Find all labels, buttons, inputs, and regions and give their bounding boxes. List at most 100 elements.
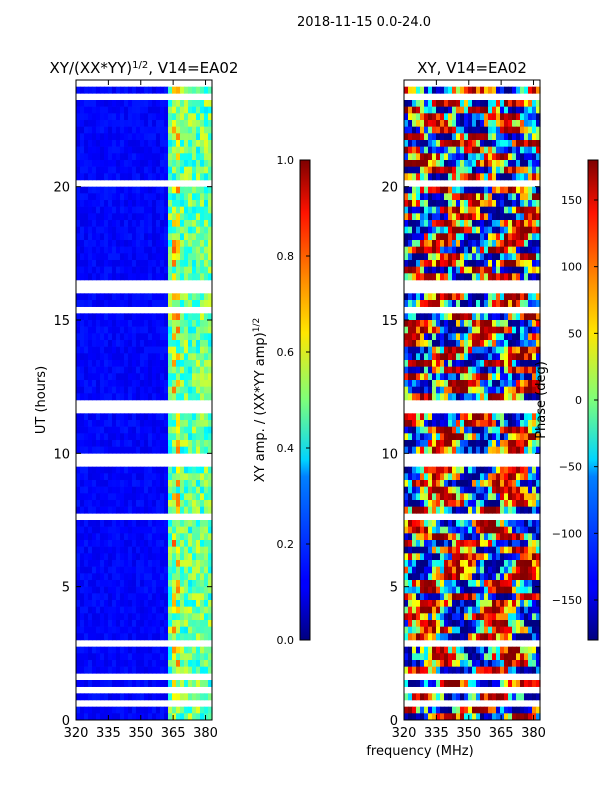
phase-cell [512, 260, 517, 267]
phase-cell [472, 326, 477, 334]
phase-cell [476, 440, 481, 447]
amplitude-cell [188, 200, 193, 207]
phase-cell [436, 100, 441, 107]
amplitude-cell [180, 153, 185, 161]
phase-cell [420, 560, 425, 567]
amplitude-cell [208, 480, 213, 487]
amplitude-cell [172, 653, 177, 661]
amplitude-cell [196, 320, 201, 327]
amplitude-cell [132, 106, 137, 114]
phase-cell [484, 446, 489, 454]
amplitude-cell [180, 693, 185, 701]
phase-cell [528, 506, 533, 514]
amplitude-cell [88, 653, 93, 661]
phase-cell [452, 213, 457, 221]
amplitude-cell [80, 146, 85, 154]
amplitude-cell [92, 540, 97, 547]
amplitude-cell [100, 220, 105, 227]
phase-cell [504, 166, 509, 174]
phase-cell [420, 86, 425, 94]
amplitude-cell [80, 346, 85, 354]
phase-cell [468, 233, 473, 241]
phase-cell [536, 200, 541, 207]
amplitude-cell [148, 613, 153, 621]
amplitude-cell [84, 426, 89, 434]
amplitude-cell [144, 526, 149, 534]
amplitude-cell [104, 420, 109, 427]
phase-cell [436, 200, 441, 207]
phase-cell [468, 413, 473, 421]
phase-cell [432, 493, 437, 501]
phase-cell [440, 340, 445, 347]
phase-cell [512, 433, 517, 441]
phase-cell [448, 146, 453, 154]
amplitude-cell [80, 413, 85, 421]
phase-cell [440, 380, 445, 387]
phase-cell [432, 193, 437, 201]
amplitude-cell [124, 273, 129, 281]
phase-cell [492, 300, 497, 307]
phase-cell [516, 266, 521, 274]
phase-cell [532, 380, 537, 387]
amplitude-cell [112, 533, 117, 541]
amplitude-cell [80, 573, 85, 581]
amplitude-cell [180, 200, 185, 207]
phase-cell [464, 466, 469, 474]
amplitude-cell [172, 580, 177, 587]
amplitude-cell [140, 393, 145, 401]
phase-cell [516, 346, 521, 354]
phase-cell [416, 446, 421, 454]
amplitude-cell [204, 546, 209, 554]
phase-cell [464, 546, 469, 554]
amplitude-cell [112, 140, 117, 147]
amplitude-cell [92, 466, 97, 474]
phase-cell [528, 193, 533, 201]
phase-cell [440, 313, 445, 321]
phase-cell [488, 533, 493, 541]
amplitude-cell [164, 480, 169, 487]
phase-cell [444, 140, 449, 147]
amplitude-cell [160, 226, 165, 234]
amplitude-cell [184, 333, 189, 341]
amplitude-cell [88, 560, 93, 567]
amplitude-cell [180, 333, 185, 341]
phase-cell [444, 413, 449, 421]
phase-cell [528, 486, 533, 494]
amplitude-cell [120, 380, 125, 387]
phase-cell [416, 520, 421, 527]
phase-cell [468, 520, 473, 527]
phase-cell [408, 226, 413, 234]
phase-cell [520, 340, 525, 347]
amplitude-cell [108, 620, 113, 627]
phase-cell [420, 333, 425, 341]
phase-cell [516, 126, 521, 134]
phase-cell [464, 533, 469, 541]
phase-cell [488, 393, 493, 401]
amplitude-cell [104, 353, 109, 361]
amplitude-cell [176, 126, 181, 134]
amplitude-cell [208, 573, 213, 581]
phase-cell [440, 553, 445, 561]
amplitude-cell [116, 493, 121, 501]
colorbar-tick-label: 0.2 [277, 538, 295, 551]
phase-cell [532, 540, 537, 547]
phase-cell [508, 146, 513, 154]
amplitude-cell [92, 226, 97, 234]
amplitude-cell [108, 353, 113, 361]
phase-cell [500, 300, 505, 307]
phase-cell [492, 540, 497, 547]
amplitude-cell [80, 466, 85, 474]
amplitude-cell [164, 680, 169, 687]
phase-cell [508, 253, 513, 261]
phase-cell [408, 540, 413, 547]
amplitude-cell [156, 413, 161, 421]
amplitude-cell [84, 646, 89, 654]
phase-cell [440, 106, 445, 114]
amplitude-cell [128, 326, 133, 334]
phase-cell [476, 120, 481, 127]
phase-cell [488, 86, 493, 94]
phase-cell [480, 140, 485, 147]
phase-cell [452, 526, 457, 534]
phase-cell [488, 120, 493, 127]
amplitude-cell [180, 420, 185, 427]
